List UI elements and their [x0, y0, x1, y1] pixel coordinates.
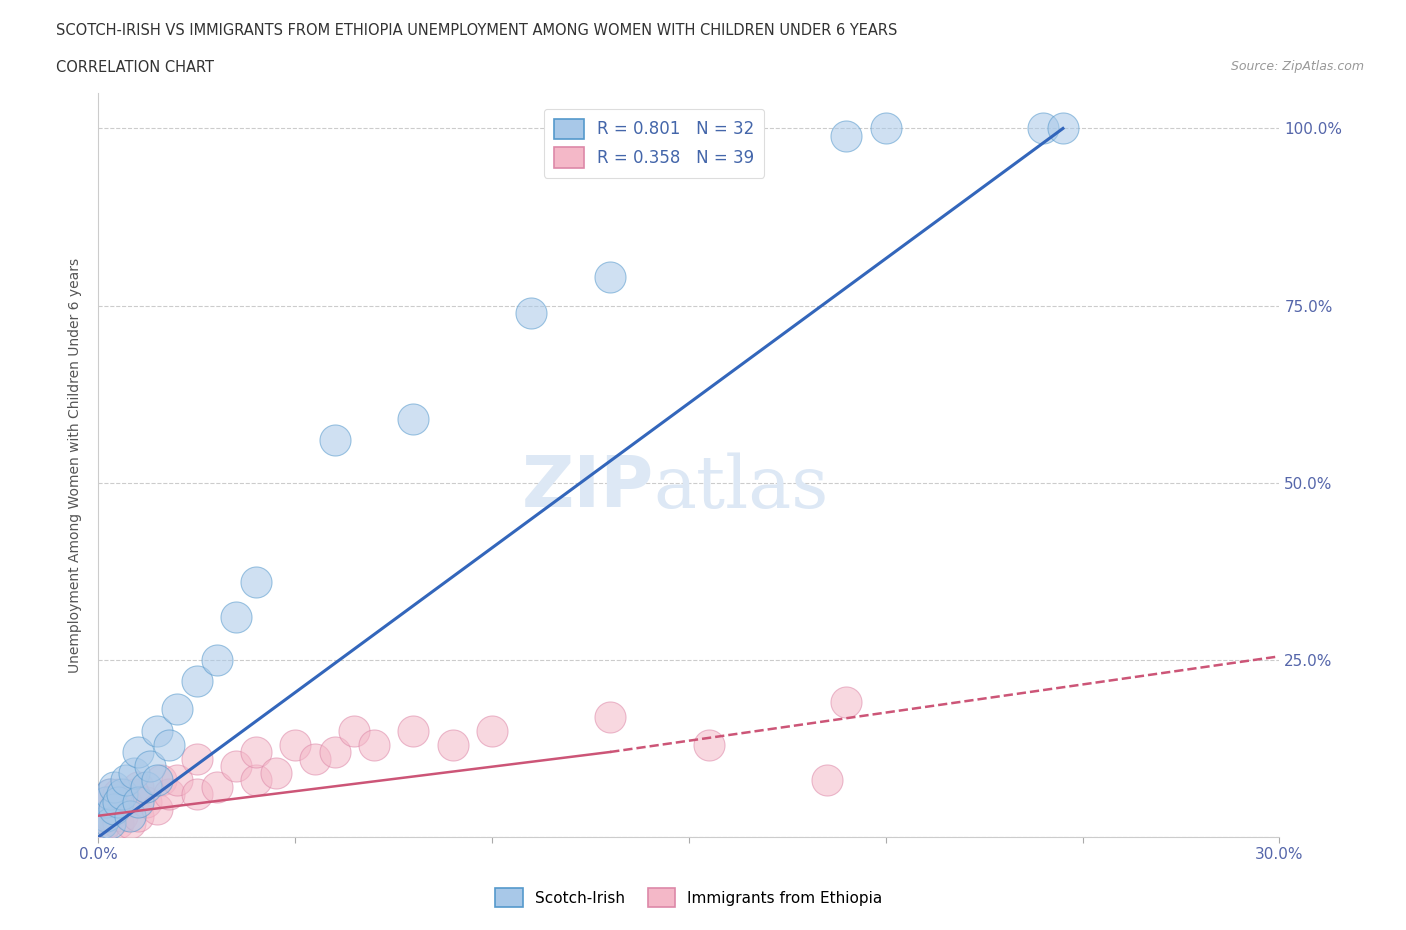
Text: atlas: atlas [654, 452, 830, 523]
Point [1052, 121, 1074, 136]
Point [146, 724, 169, 738]
Point [441, 737, 464, 752]
Point [127, 745, 149, 760]
Legend: R = 0.801   N = 32, R = 0.358   N = 39: R = 0.801 N = 32, R = 0.358 N = 39 [544, 109, 765, 178]
Text: Source: ZipAtlas.com: Source: ZipAtlas.com [1230, 60, 1364, 73]
Point [157, 787, 180, 802]
Point [166, 702, 188, 717]
Point [103, 802, 125, 817]
Point [127, 808, 149, 823]
Point [111, 808, 134, 823]
Point [103, 780, 125, 795]
Point [103, 802, 125, 817]
Point [835, 695, 858, 710]
Point [115, 794, 138, 809]
Point [98, 787, 121, 802]
Point [91, 816, 114, 830]
Point [115, 773, 138, 788]
Point [127, 794, 149, 809]
Point [96, 816, 118, 830]
Point [96, 794, 118, 809]
Point [166, 773, 188, 788]
Point [225, 610, 247, 625]
Point [186, 751, 208, 766]
Point [402, 724, 425, 738]
Point [127, 780, 149, 795]
Point [186, 673, 208, 688]
Point [363, 737, 385, 752]
Point [323, 745, 346, 760]
Text: SCOTCH-IRISH VS IMMIGRANTS FROM ETHIOPIA UNEMPLOYMENT AMONG WOMEN WITH CHILDREN : SCOTCH-IRISH VS IMMIGRANTS FROM ETHIOPIA… [56, 23, 897, 38]
Point [91, 808, 114, 823]
Point [245, 773, 267, 788]
Point [815, 773, 838, 788]
Text: CORRELATION CHART: CORRELATION CHART [56, 60, 214, 75]
Point [284, 737, 307, 752]
Point [98, 808, 121, 823]
Point [135, 780, 157, 795]
Point [122, 787, 145, 802]
Point [264, 765, 287, 780]
Point [323, 432, 346, 447]
Point [599, 709, 621, 724]
Point [107, 816, 129, 830]
Point [599, 270, 621, 285]
Point [205, 653, 228, 668]
Point [150, 773, 173, 788]
Point [122, 765, 145, 780]
Point [402, 411, 425, 426]
Point [875, 121, 897, 136]
Point [205, 780, 228, 795]
Point [118, 808, 141, 823]
Point [343, 724, 366, 738]
Point [146, 802, 169, 817]
Point [107, 794, 129, 809]
Point [118, 816, 141, 830]
Point [520, 305, 543, 320]
Point [481, 724, 503, 738]
Point [245, 745, 267, 760]
Y-axis label: Unemployment Among Women with Children Under 6 years: Unemployment Among Women with Children U… [69, 258, 83, 672]
Point [98, 787, 121, 802]
Point [245, 575, 267, 590]
Point [107, 787, 129, 802]
Point [146, 773, 169, 788]
Legend: Scotch-Irish, Immigrants from Ethiopia: Scotch-Irish, Immigrants from Ethiopia [489, 883, 889, 913]
Point [96, 808, 118, 823]
Text: ZIP: ZIP [522, 453, 654, 522]
Point [697, 737, 720, 752]
Point [98, 816, 121, 830]
Point [835, 128, 858, 143]
Point [186, 787, 208, 802]
Point [91, 822, 114, 837]
Point [304, 751, 326, 766]
Point [225, 759, 247, 774]
Point [111, 787, 134, 802]
Point [96, 794, 118, 809]
Point [138, 759, 160, 774]
Point [157, 737, 180, 752]
Point [1032, 121, 1054, 136]
Point [135, 794, 157, 809]
